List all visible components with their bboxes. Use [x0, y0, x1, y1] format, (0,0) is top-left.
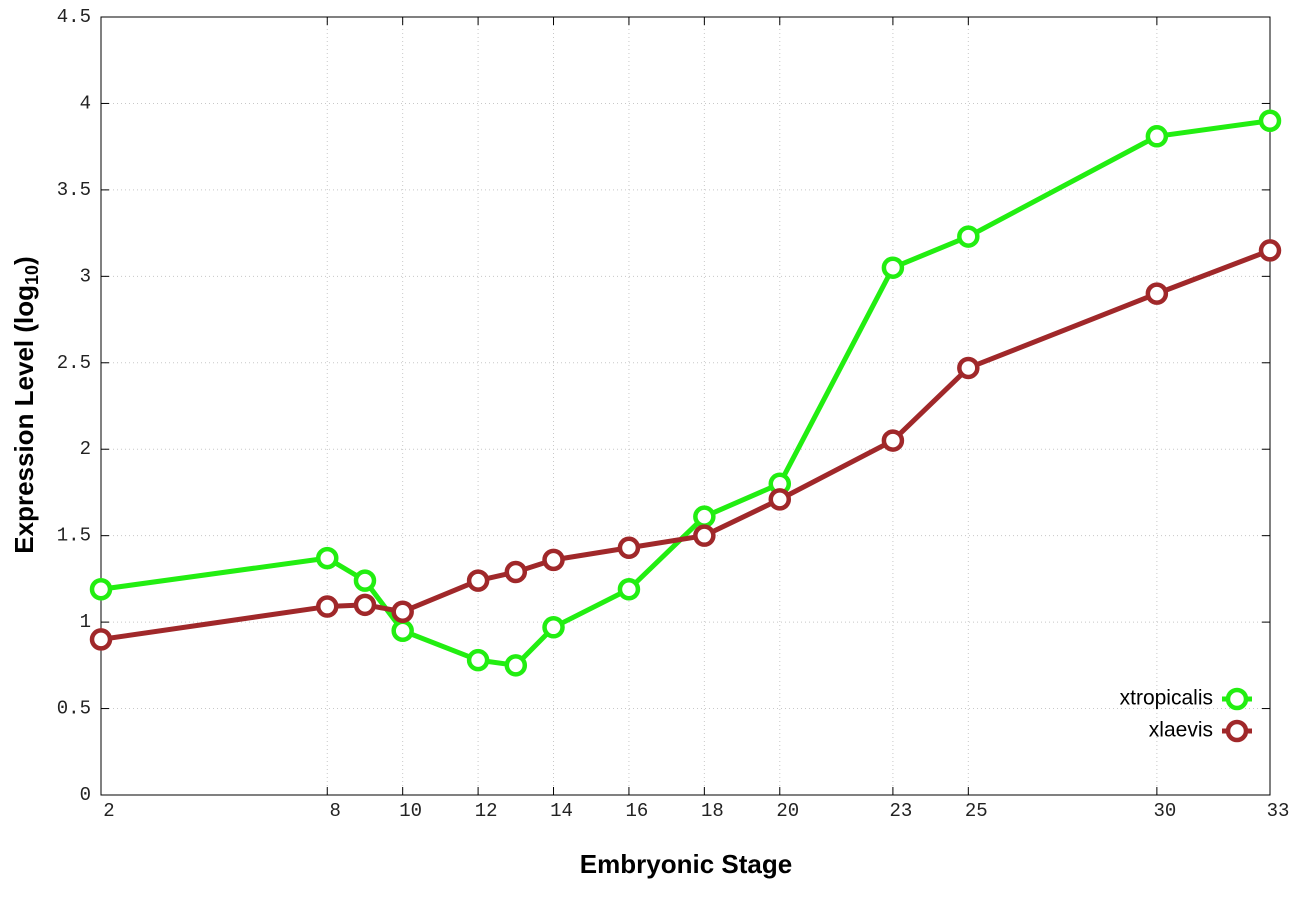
point	[693, 505, 716, 528]
point	[89, 628, 113, 651]
point	[542, 616, 565, 639]
y-tick-label: 2.5	[57, 352, 91, 374]
x-tick-label: 16	[626, 800, 649, 822]
y-axis-title: Expression Level (log10)	[9, 256, 42, 553]
point	[1145, 125, 1169, 148]
point	[1258, 239, 1282, 262]
y-tick-label: 4.5	[57, 6, 91, 28]
point	[957, 225, 980, 248]
point	[881, 256, 905, 279]
point	[89, 578, 113, 601]
y-tick-label: 3.5	[57, 179, 91, 201]
legend-label: xtropicalis	[1120, 687, 1213, 710]
series-line	[100, 118, 1271, 668]
point	[353, 593, 377, 617]
y-tick-label: 1	[80, 611, 91, 633]
point	[881, 429, 905, 452]
point	[617, 536, 641, 560]
point	[353, 569, 377, 592]
x-tick-label: 14	[550, 800, 573, 822]
point	[316, 546, 339, 570]
y-tick-label: 1.5	[57, 525, 91, 547]
point	[391, 619, 414, 643]
point	[1258, 109, 1282, 132]
point	[693, 524, 716, 547]
y-tick-label: 4	[80, 92, 91, 114]
x-tick-label: 18	[701, 800, 724, 822]
x-tick-label: 8	[330, 800, 341, 822]
point	[391, 600, 414, 623]
plot-frame	[100, 16, 1271, 796]
point	[316, 595, 339, 618]
y-axis-title-subscript: 10	[22, 265, 42, 285]
y-tick-label: 2	[80, 438, 91, 460]
x-tick-label: 23	[889, 800, 912, 822]
x-tick-label: 20	[776, 800, 799, 822]
y-tick-label: 0	[80, 784, 91, 806]
point	[504, 654, 528, 677]
x-tick-label: 2	[103, 800, 114, 822]
legend-marker	[1225, 719, 1249, 743]
legend-label: xlaevis	[1149, 719, 1213, 742]
x-tick-label: 30	[1153, 800, 1176, 822]
point	[504, 560, 528, 584]
y-axis-title-main: Expression Level (log	[9, 285, 39, 554]
point	[957, 356, 980, 380]
x-tick-label: 33	[1267, 800, 1290, 822]
point	[466, 569, 490, 592]
x-tick-label: 25	[965, 800, 988, 822]
y-tick-label: 3	[80, 265, 91, 287]
point	[617, 578, 641, 601]
point	[768, 488, 792, 511]
y-tick-label: 0.5	[57, 698, 91, 720]
x-tick-label: 12	[475, 800, 498, 822]
point	[542, 548, 565, 572]
point	[1145, 282, 1169, 305]
x-tick-label: 10	[399, 800, 422, 822]
series-line	[100, 248, 1271, 642]
y-axis-title-end: )	[9, 256, 39, 265]
point	[466, 648, 490, 672]
legend-marker	[1225, 687, 1249, 711]
x-axis-title: Embryonic Stage	[580, 849, 792, 879]
